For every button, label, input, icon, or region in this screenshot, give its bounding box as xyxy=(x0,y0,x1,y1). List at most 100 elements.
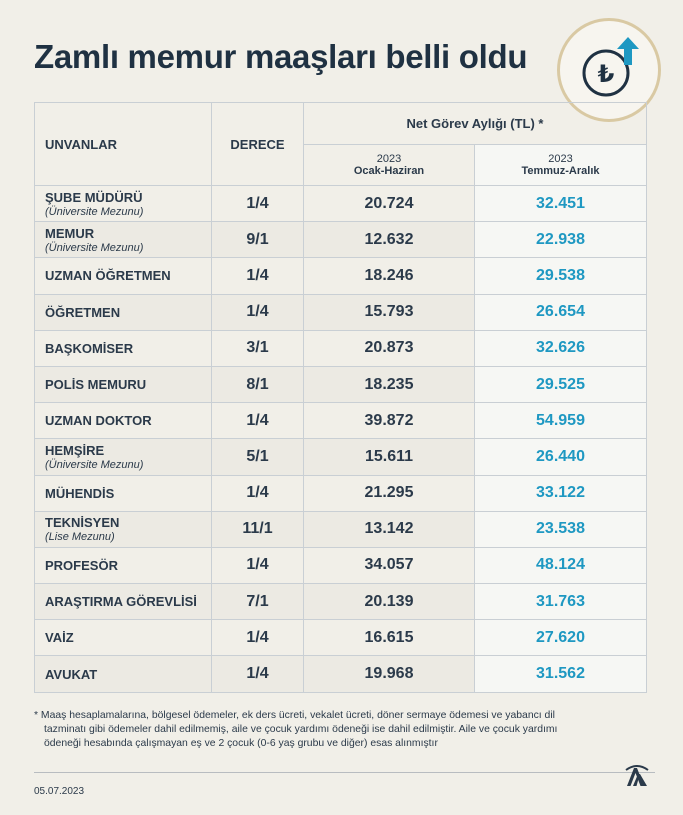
salary-table: UNVANLAR DERECE Net Görev Aylığı (TL) * … xyxy=(34,102,647,693)
title-text: POLİS MEMURU xyxy=(45,377,147,393)
cell-salary-new: 23.538 xyxy=(474,510,647,548)
cell-title: HEMŞİRE (Üniversite Mezunu) xyxy=(34,438,212,476)
title-text: HEMŞİRE xyxy=(45,442,105,458)
cell-grade: 3/1 xyxy=(211,329,304,367)
cell-grade: 1/4 xyxy=(211,184,304,223)
table-row: ARAŞTIRMA GÖREVLİSİ 7/1 20.139 31.763 xyxy=(34,583,647,621)
col-header-period1: 2023 Ocak-Haziran xyxy=(303,144,475,186)
cell-title: UZMAN DOKTOR xyxy=(34,402,212,440)
cell-salary-old: 20.139 xyxy=(303,583,475,621)
cell-salary-new: 29.525 xyxy=(474,365,647,404)
lira-symbol: ₺ xyxy=(598,60,615,88)
cell-title: BAŞKOMİSER xyxy=(34,329,212,367)
period1-year: 2023 xyxy=(376,153,402,165)
title-text: ŞUBE MÜDÜRÜ xyxy=(45,189,143,205)
period2-label: Temmuz-Aralık xyxy=(521,165,600,177)
title-text: MEMUR xyxy=(45,225,95,241)
table-row: HEMŞİRE (Üniversite Mezunu) 5/1 15.611 26.44… xyxy=(34,438,647,476)
title-text: AVUKAT xyxy=(45,666,98,682)
title-text: ÖĞRETMEN xyxy=(45,304,121,320)
cell-grade: 1/4 xyxy=(211,655,304,693)
title-text: ARAŞTIRMA GÖREVLİSİ xyxy=(45,594,197,610)
col-header-salary: Net Görev Aylığı (TL) * xyxy=(303,102,647,145)
cell-salary-old: 16.615 xyxy=(303,619,475,657)
cell-salary-old: 20.873 xyxy=(303,329,475,367)
table-row: BAŞKOMİSER 3/1 20.873 32.626 xyxy=(34,329,647,367)
cell-salary-new: 22.938 xyxy=(474,221,647,259)
cell-grade: 1/4 xyxy=(211,402,304,440)
title-text: PROFESÖR xyxy=(45,557,118,573)
cell-title: ŞUBE MÜDÜRÜ (Üniversite Mezunu) xyxy=(34,184,212,223)
table-row: UZMAN DOKTOR 1/4 39.872 54.959 xyxy=(34,402,647,440)
table-row: PROFESÖR 1/4 34.057 48.124 xyxy=(34,546,647,585)
cell-title: ÖĞRETMEN xyxy=(34,293,212,331)
cell-salary-new: 48.124 xyxy=(474,546,647,585)
cell-salary-old: 13.142 xyxy=(303,510,475,548)
cell-salary-new: 31.562 xyxy=(474,655,647,693)
title-note: (Üniversite Mezunu) xyxy=(45,458,144,471)
cell-grade: 11/1 xyxy=(211,510,304,548)
cell-title: VAİZ xyxy=(34,619,212,657)
cell-grade: 7/1 xyxy=(211,583,304,621)
cell-title: MÜHENDİS xyxy=(34,474,212,512)
cell-salary-old: 19.968 xyxy=(303,655,475,693)
lira-up-icon: ₺ xyxy=(582,37,639,97)
footer-divider xyxy=(34,772,655,773)
cell-salary-new: 33.122 xyxy=(474,474,647,512)
cell-salary-new: 31.763 xyxy=(474,583,647,621)
publish-date: 05.07.2023 xyxy=(34,786,85,797)
cell-title: AVUKAT xyxy=(34,655,212,693)
cell-grade: 5/1 xyxy=(211,438,304,476)
cell-grade: 1/4 xyxy=(211,474,304,512)
title-note: (Üniversite Mezunu) xyxy=(45,205,144,218)
cell-title: PROFESÖR xyxy=(34,546,212,585)
cell-title: ARAŞTIRMA GÖREVLİSİ xyxy=(34,583,212,621)
table-row: MEMUR (Üniversite Mezunu) 9/1 12.632 22.938 xyxy=(34,221,647,259)
cell-grade: 1/4 xyxy=(211,257,304,295)
cell-salary-new: 27.620 xyxy=(474,619,647,657)
footnote-line-1: * Maaş hesaplamalarına, bölgesel ödemele… xyxy=(34,710,555,721)
cell-title: POLİS MEMURU xyxy=(34,365,212,404)
table-row: VAİZ 1/4 16.615 27.620 xyxy=(34,619,647,657)
table-row: ŞUBE MÜDÜRÜ (Üniversite Mezunu) 1/4 20.724 3… xyxy=(34,184,647,223)
period1-label: Ocak-Haziran xyxy=(353,165,425,177)
cell-salary-old: 39.872 xyxy=(303,402,475,440)
cell-grade: 8/1 xyxy=(211,365,304,404)
cell-salary-new: 26.654 xyxy=(474,293,647,331)
cell-salary-old: 18.235 xyxy=(303,365,475,404)
cell-title: UZMAN ÖĞRETMEN xyxy=(34,257,212,295)
table-row: UZMAN ÖĞRETMEN 1/4 18.246 29.538 xyxy=(34,257,647,295)
title-text: BAŞKOMİSER xyxy=(45,340,134,356)
cell-salary-old: 34.057 xyxy=(303,546,475,585)
table-row: POLİS MEMURU 8/1 18.235 29.525 xyxy=(34,365,647,404)
cell-grade: 1/4 xyxy=(211,619,304,657)
cell-salary-new: 32.626 xyxy=(474,329,647,367)
cell-salary-old: 20.724 xyxy=(303,184,475,223)
table-row: MÜHENDİS 1/4 21.295 33.122 xyxy=(34,474,647,512)
cell-salary-new: 32.451 xyxy=(474,184,647,223)
title-text: UZMAN ÖĞRETMEN xyxy=(45,268,171,284)
cell-title: MEMUR (Üniversite Mezunu) xyxy=(34,221,212,259)
footnote-line-3: ödeneği hesabında çalışmayan eş ve 2 çoc… xyxy=(44,738,438,749)
cell-salary-new: 26.440 xyxy=(474,438,647,476)
title-text: VAİZ xyxy=(45,630,74,646)
cell-title: TEKNİSYEN (Lise Mezunu) xyxy=(34,510,212,548)
page-title: Zamlı memur maaşları belli oldu xyxy=(34,38,528,75)
col-header-title: UNVANLAR xyxy=(34,102,212,186)
footnote: * Maaş hesaplamalarına, bölgesel ödemele… xyxy=(34,709,654,751)
cell-salary-new: 54.959 xyxy=(474,402,647,440)
period2-year: 2023 xyxy=(548,153,573,165)
cell-salary-old: 12.632 xyxy=(303,221,475,259)
table-row: TEKNİSYEN (Lise Mezunu) 11/1 13.142 23.538 xyxy=(34,510,647,548)
cell-salary-old: 15.793 xyxy=(303,293,475,331)
cell-grade: 1/4 xyxy=(211,546,304,585)
title-note: (Üniversite Mezunu) xyxy=(45,241,144,254)
table-row: ÖĞRETMEN 1/4 15.793 26.654 xyxy=(34,293,647,331)
title-note: (Lise Mezunu) xyxy=(45,531,115,544)
table-row: AVUKAT 1/4 19.968 31.562 xyxy=(34,655,647,693)
cell-salary-new: 29.538 xyxy=(474,257,647,295)
footnote-line-2: tazminatı gibi ödemeler dahil edilmemiş,… xyxy=(44,724,558,735)
title-text: TEKNİSYEN xyxy=(45,515,120,531)
cell-grade: 1/4 xyxy=(211,293,304,331)
col-header-period2: 2023 Temmuz-Aralık xyxy=(474,144,647,186)
